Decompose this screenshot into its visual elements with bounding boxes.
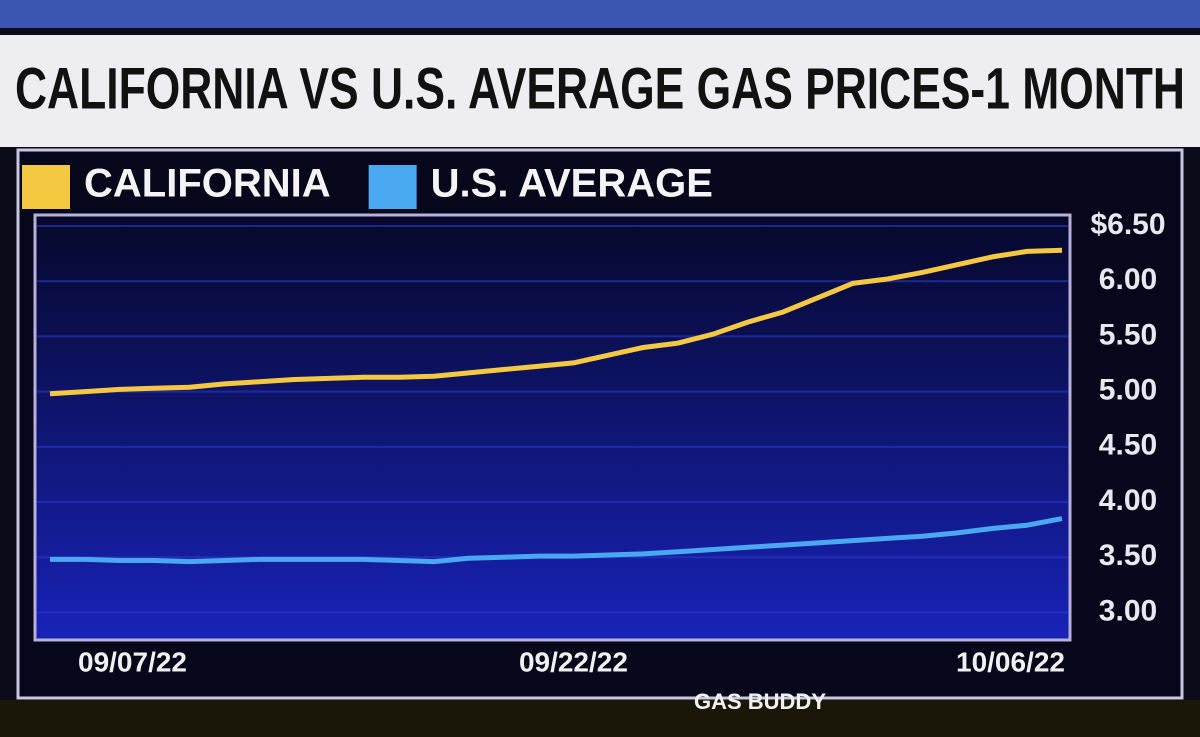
top-strip: [0, 0, 1200, 28]
y-tick-label: 3.50: [1099, 539, 1157, 572]
y-tick-label: $6.50: [1090, 208, 1165, 241]
x-tick-label: 09/07/22: [78, 646, 187, 677]
legend-swatch: [22, 165, 70, 209]
series-line: [50, 516, 1063, 565]
legend-swatch: [368, 165, 417, 209]
chart-title: CALIFORNIA VS U.S. AVERAGE GAS PRICES-1 …: [15, 56, 1185, 121]
plot-area: [33, 213, 1072, 642]
x-tick-label: 09/22/22: [519, 646, 628, 677]
y-tick-label: 6.00: [1099, 263, 1157, 296]
y-tick-label: 4.00: [1099, 484, 1157, 517]
y-tick-label: 3.00: [1099, 594, 1157, 627]
source: GAS BUDDY: [694, 689, 826, 714]
title-band: [0, 35, 1200, 147]
bottom-strip: [0, 700, 1200, 737]
legend-label: CALIFORNIA: [84, 162, 331, 206]
y-tick-label: 4.50: [1099, 429, 1157, 462]
legend-label: U.S. AVERAGE: [431, 162, 713, 206]
series-line: [49, 247, 1063, 397]
y-tick-label: 5.00: [1099, 374, 1157, 407]
y-tick-label: 5.50: [1099, 318, 1157, 351]
x-tick-label: 10/06/22: [956, 646, 1065, 677]
